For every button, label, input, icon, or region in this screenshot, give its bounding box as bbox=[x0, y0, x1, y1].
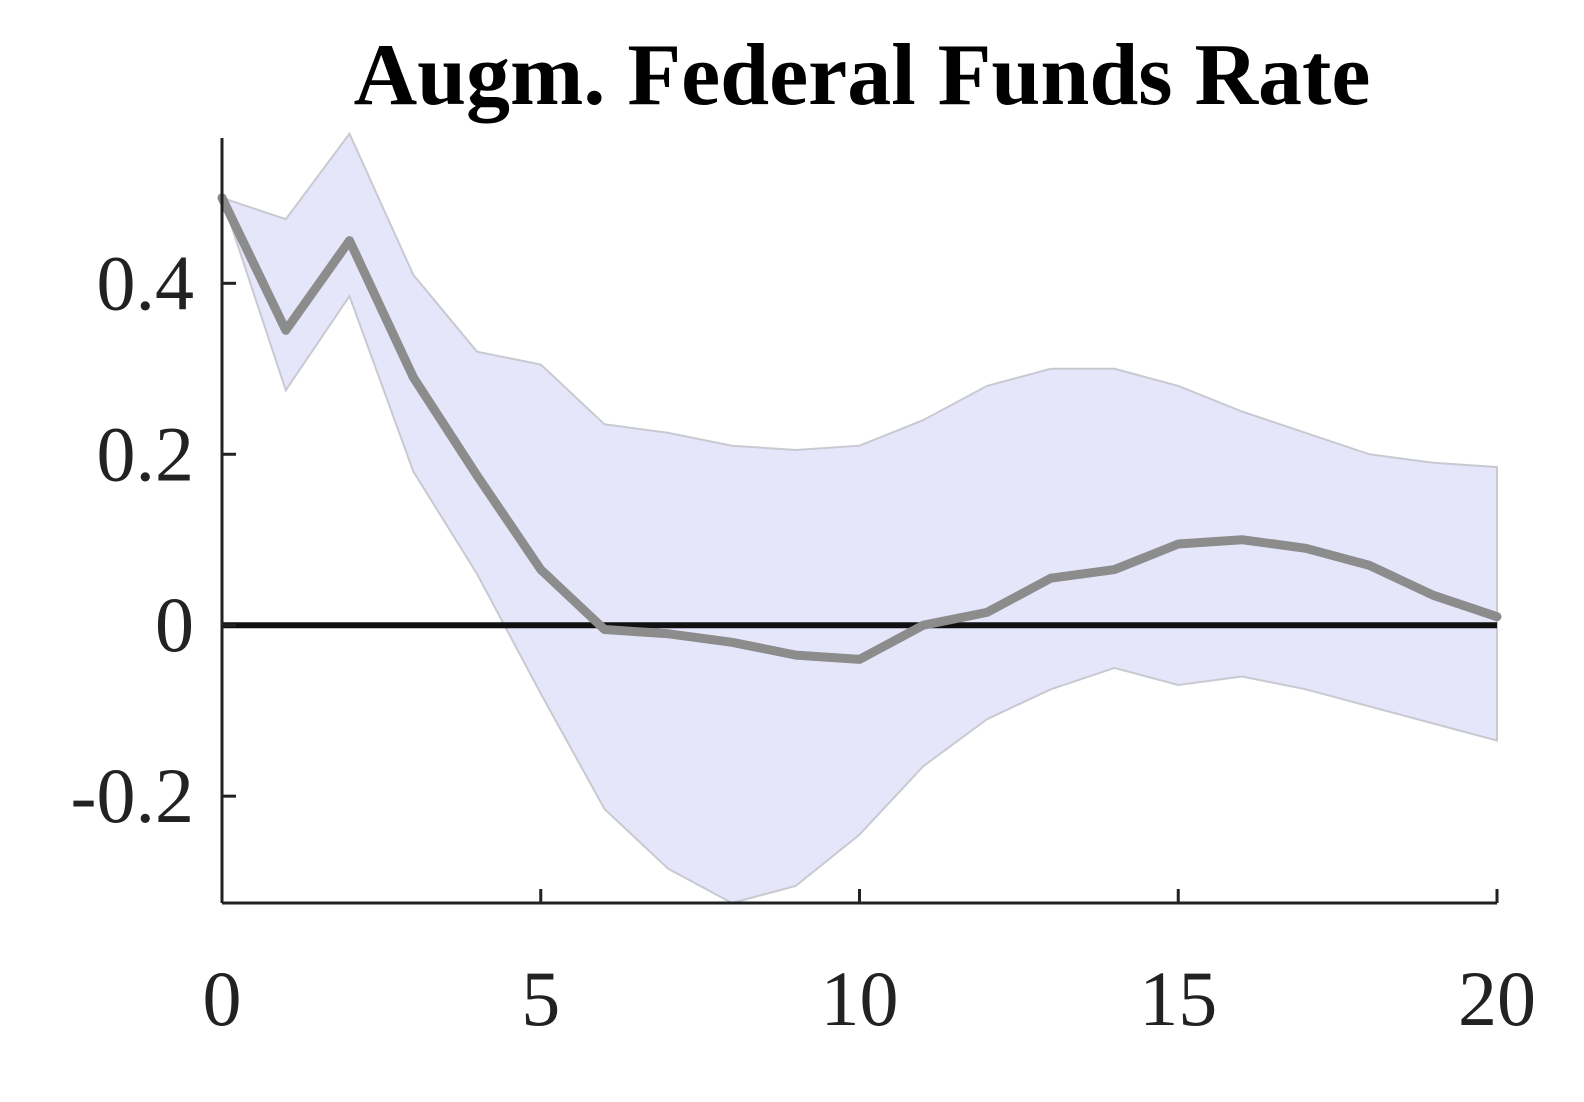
x-tick-label: 10 bbox=[821, 955, 899, 1042]
x-axis-ticks: 0 5 10 15 20 bbox=[203, 889, 1536, 1042]
y-axis-ticks: -0.2 0 0.2 0.4 bbox=[71, 239, 236, 839]
x-tick-label: 15 bbox=[1139, 955, 1217, 1042]
y-tick-label: 0 bbox=[155, 581, 194, 668]
series-line-layer bbox=[217, 193, 1502, 664]
y-tick-label: 0.4 bbox=[97, 239, 195, 326]
confidence-band-layer bbox=[220, 131, 1498, 905]
x-tick-label: 0 bbox=[203, 955, 242, 1042]
x-tick-label: 5 bbox=[521, 955, 560, 1042]
y-tick-label: 0.2 bbox=[97, 410, 195, 497]
series-line-point-estimate bbox=[217, 193, 1502, 664]
chart-title: Augm. Federal Funds Rate bbox=[354, 27, 1371, 124]
x-tick-label: 20 bbox=[1458, 955, 1536, 1042]
confidence-band bbox=[220, 131, 1498, 905]
y-tick-label: -0.2 bbox=[71, 752, 194, 839]
